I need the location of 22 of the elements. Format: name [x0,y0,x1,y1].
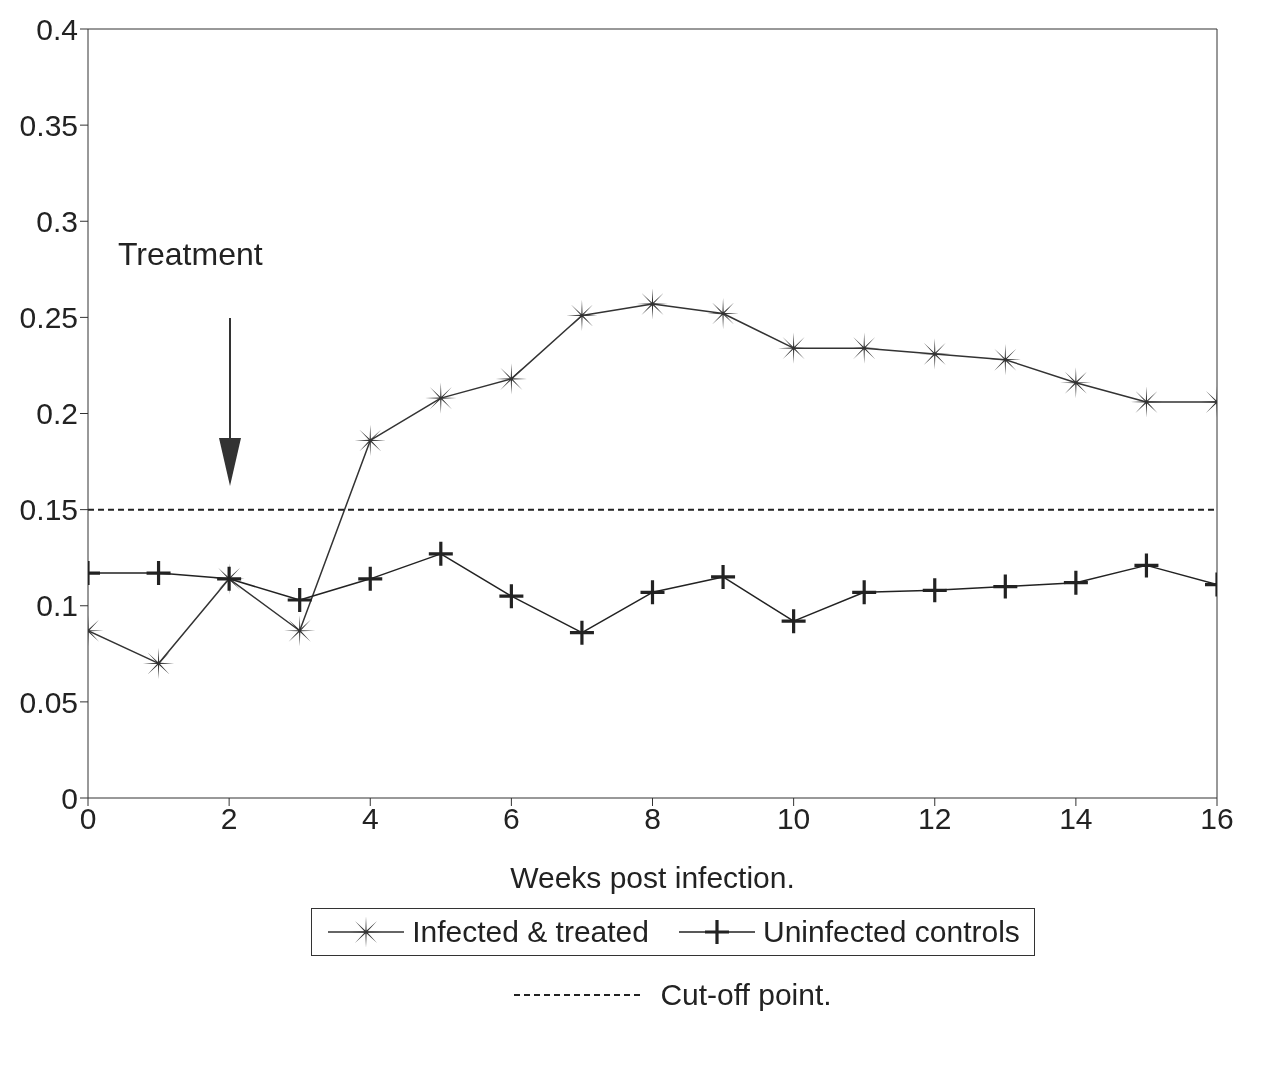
x-tick-label: 16 [1200,802,1234,836]
y-tick-label: 0.25 [19,301,78,335]
x-tick-label: 12 [918,802,952,836]
y-tick-label: 0.3 [36,204,78,238]
y-tick-label: 0.35 [19,108,78,142]
y-tick-label: 0.4 [36,12,78,46]
x-tick-label: 14 [1059,802,1093,836]
x-axis-title: Weeks post infection. [510,861,795,894]
y-tick-label: 0.2 [36,397,78,431]
x-tick-label: 4 [361,802,379,836]
x-tick-label: 2 [220,802,238,836]
legend-label: Infected & treated [412,915,649,949]
x-tick-label: 6 [503,802,520,836]
legend-label: Uninfected controls [763,915,1020,949]
x-tick-label: 8 [644,802,661,836]
x-tick-label: 10 [776,802,811,836]
annotation: Treatment [118,236,263,273]
legend-label: Cut-off point. [660,978,832,1012]
y-tick-label: 0 [61,781,78,815]
y-tick-label: 0.15 [19,493,78,527]
y-tick-label: 0.1 [36,589,78,623]
y-tick-label: 0.05 [19,685,78,719]
